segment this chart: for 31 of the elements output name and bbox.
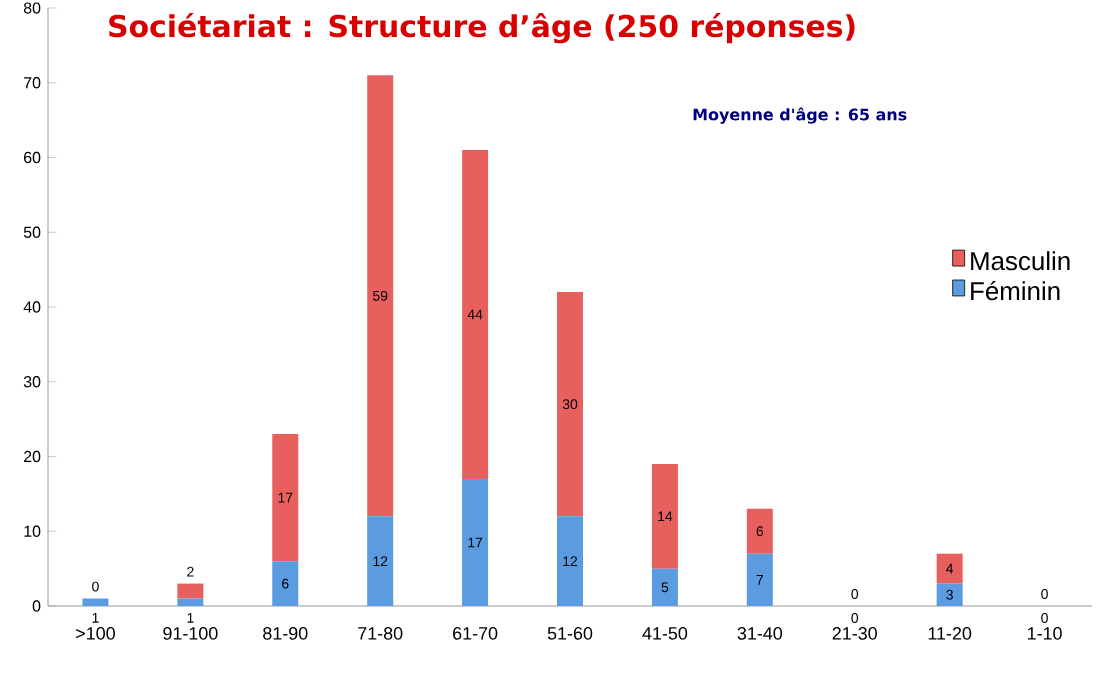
- bar: [462, 150, 489, 479]
- x-tick-label: >100: [76, 627, 115, 640]
- bar: [177, 583, 204, 599]
- x-tick-label: 31-40: [737, 627, 783, 640]
- bar: [367, 75, 394, 517]
- bar: [272, 561, 299, 606]
- bar: [462, 478, 489, 606]
- bar: [177, 598, 204, 606]
- bar: [651, 568, 678, 606]
- x-tick-label: 21-30: [832, 627, 877, 640]
- x-tick-label: 71-80: [358, 627, 403, 640]
- bar: [746, 553, 773, 606]
- x-tick-label: 1-10: [1027, 627, 1062, 640]
- legend-label: Masculin: [971, 251, 1070, 271]
- legend-label: Féminin: [971, 280, 1060, 301]
- bar: [936, 583, 963, 606]
- x-tick-label: 81-90: [263, 627, 308, 640]
- x-tick-label: 61-70: [453, 627, 498, 640]
- bar: [367, 516, 394, 606]
- bar: [82, 598, 109, 606]
- x-tick-label: 41-50: [642, 627, 688, 640]
- x-tick-label: 51-60: [547, 627, 593, 640]
- chart-title: Sociétariat : Structure d’âge (250 réponses): [109, 13, 855, 44]
- bar: [746, 508, 773, 554]
- bar: [557, 516, 584, 606]
- bar: [272, 434, 299, 562]
- bar: [557, 292, 584, 517]
- x-tick-label: 11-20: [928, 627, 972, 640]
- bar: [936, 553, 963, 584]
- x-tick-label: 91-100: [163, 627, 218, 640]
- bar: [651, 463, 678, 569]
